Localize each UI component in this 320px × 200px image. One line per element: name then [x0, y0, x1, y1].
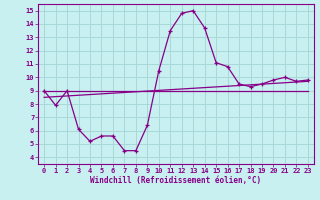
X-axis label: Windchill (Refroidissement éolien,°C): Windchill (Refroidissement éolien,°C) — [91, 176, 261, 185]
